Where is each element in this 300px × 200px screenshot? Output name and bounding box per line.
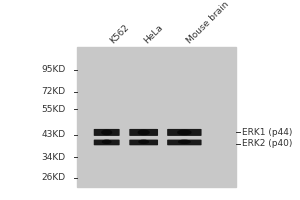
FancyBboxPatch shape bbox=[167, 140, 202, 145]
Text: ERK1 (p44): ERK1 (p44) bbox=[242, 128, 292, 137]
FancyBboxPatch shape bbox=[94, 129, 120, 136]
Text: 72KD: 72KD bbox=[41, 87, 65, 96]
Text: 26KD: 26KD bbox=[41, 173, 65, 182]
Ellipse shape bbox=[138, 130, 149, 135]
Text: 43KD: 43KD bbox=[41, 130, 65, 139]
Text: Mouse brain: Mouse brain bbox=[185, 0, 230, 46]
Ellipse shape bbox=[139, 140, 148, 143]
Ellipse shape bbox=[103, 140, 111, 143]
Text: ERK2 (p40): ERK2 (p40) bbox=[242, 139, 292, 148]
FancyBboxPatch shape bbox=[167, 129, 202, 136]
Ellipse shape bbox=[102, 130, 112, 135]
Text: 55KD: 55KD bbox=[41, 105, 65, 114]
Bar bbox=[77, 47, 236, 187]
FancyBboxPatch shape bbox=[129, 129, 158, 136]
Ellipse shape bbox=[178, 130, 191, 135]
Ellipse shape bbox=[178, 140, 190, 143]
Text: HeLa: HeLa bbox=[142, 23, 165, 46]
Text: 34KD: 34KD bbox=[41, 153, 65, 162]
Text: K562: K562 bbox=[108, 23, 131, 46]
FancyBboxPatch shape bbox=[94, 140, 120, 145]
Text: 95KD: 95KD bbox=[41, 65, 65, 74]
FancyBboxPatch shape bbox=[129, 140, 158, 145]
